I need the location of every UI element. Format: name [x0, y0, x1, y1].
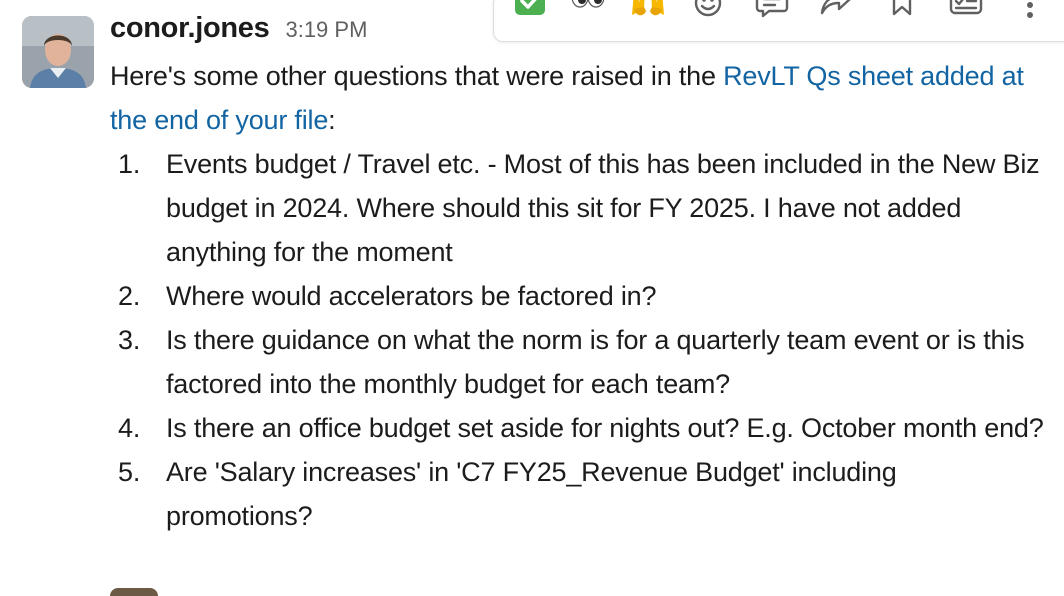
list-item: 3. Is there guidance on what the norm is …: [110, 318, 1046, 406]
author-name[interactable]: conor.jones: [110, 12, 270, 44]
forward-message-button[interactable]: [814, 0, 858, 21]
add-to-list-button[interactable]: [944, 0, 988, 21]
list-item-number: 2.: [118, 281, 141, 311]
intro-text: Here's some other questions that were ra…: [110, 61, 724, 91]
avatar[interactable]: [22, 16, 94, 88]
react-eyes-button[interactable]: [566, 0, 610, 21]
list-item-text: Is there guidance on what the norm is fo…: [166, 325, 1025, 399]
revlt-qs-sheet-link[interactable]: RevLT Qs sheet added at the end of your …: [110, 61, 1024, 135]
list-item-number: 1.: [118, 149, 141, 179]
message-timestamp[interactable]: 3:19 PM: [285, 17, 368, 42]
more-actions-button[interactable]: [1008, 0, 1052, 21]
list-item: 1. Events budget / Travel etc. - Most of …: [110, 142, 1046, 274]
add-reaction-icon: [694, 0, 722, 17]
eyes-emoji-icon: [571, 0, 605, 8]
message-intro: Here's some other questions that were ra…: [110, 54, 1030, 142]
check-mark-emoji-icon: [515, 0, 545, 15]
reply-in-thread-icon: [755, 0, 789, 18]
list-item-number: 5.: [118, 457, 141, 487]
list-item-number: 4.: [118, 413, 141, 443]
raised-hands-emoji-icon: [632, 0, 664, 16]
question-list: 1. Events budget / Travel etc. - Most of …: [110, 142, 1044, 538]
forward-icon: [820, 0, 851, 15]
list-item-text: Are 'Salary increases' in 'C7 FY25_Reven…: [166, 457, 897, 531]
list-item-number: 3.: [118, 325, 141, 355]
bookmark-icon: [892, 0, 912, 16]
message-header: conor.jones 3:19 PM: [110, 12, 367, 45]
list-item-text: Events budget / Travel etc. - Most of th…: [166, 149, 1040, 267]
list-item: 2. Where would accelerators be factored i…: [110, 274, 1046, 318]
add-reaction-button[interactable]: [686, 0, 730, 21]
list-item: 5. Are 'Salary increases' in 'C7 FY25_Rev…: [110, 450, 1046, 538]
list-item-text: Where would accelerators be factored in?: [166, 281, 657, 311]
react-check-mark-button[interactable]: [508, 0, 552, 21]
message-actions-toolbar: [493, 0, 1064, 42]
message-body: Here's some other questions that were ra…: [110, 54, 1044, 538]
intro-colon: :: [328, 105, 336, 135]
react-raised-hands-button[interactable]: [626, 0, 670, 21]
more-actions-icon: [1027, 2, 1033, 18]
list-item: 4. Is there an office budget set aside fo…: [110, 406, 1046, 450]
list-item-text: Is there an office budget set aside for …: [166, 413, 1044, 443]
avatar-photo: [22, 16, 94, 88]
add-to-list-icon: [949, 0, 983, 15]
next-message-avatar[interactable]: [110, 588, 158, 596]
reply-in-thread-button[interactable]: [750, 0, 794, 21]
save-for-later-button[interactable]: [880, 0, 924, 21]
